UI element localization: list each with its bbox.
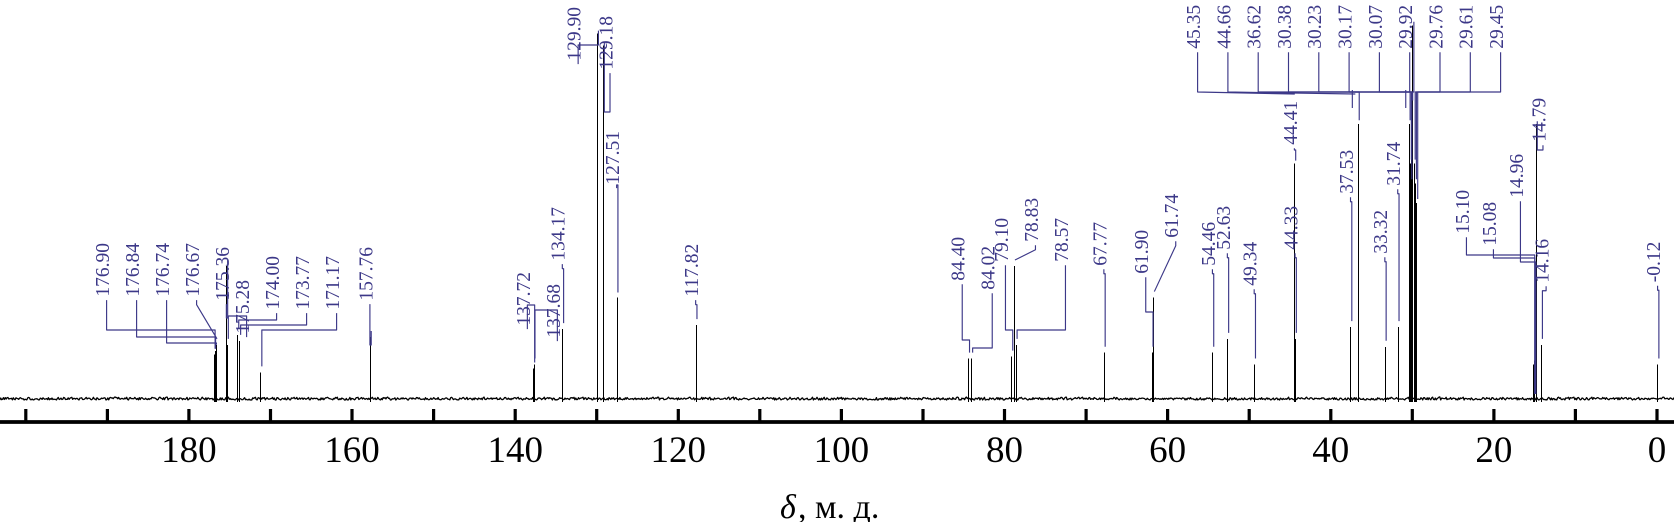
svg-text:30.17: 30.17 (1336, 5, 1357, 49)
svg-text:36.62: 36.62 (1245, 5, 1266, 49)
svg-text:44.41: 44.41 (1281, 101, 1302, 145)
svg-text:49.34: 49.34 (1241, 242, 1262, 286)
svg-text:175.36: 175.36 (213, 247, 234, 301)
svg-text:0: 0 (1648, 430, 1667, 471)
svg-text:117.82: 117.82 (682, 244, 703, 297)
svg-text:129.90: 129.90 (565, 7, 586, 61)
svg-text:67.77: 67.77 (1090, 222, 1111, 266)
svg-text:127.51: 127.51 (603, 131, 624, 185)
svg-text:134.17: 134.17 (549, 207, 570, 261)
svg-text:61.74: 61.74 (1162, 194, 1183, 238)
svg-text:78.57: 78.57 (1052, 218, 1073, 262)
svg-text:80: 80 (986, 430, 1023, 471)
svg-text:45.35: 45.35 (1184, 5, 1205, 49)
svg-text:140: 140 (487, 430, 543, 471)
svg-text:175.28: 175.28 (233, 280, 254, 334)
svg-text:157.76: 157.76 (356, 247, 377, 301)
svg-text:60: 60 (1149, 430, 1186, 471)
svg-text:79.10: 79.10 (992, 218, 1013, 262)
svg-text:33.32: 33.32 (1371, 210, 1392, 254)
svg-text:137.68: 137.68 (544, 284, 565, 338)
svg-text:120: 120 (651, 430, 707, 471)
svg-text:15.10: 15.10 (1453, 190, 1474, 234)
svg-text:129.18: 129.18 (596, 16, 617, 70)
svg-text:176.74: 176.74 (153, 243, 174, 297)
svg-text:29.61: 29.61 (1457, 5, 1478, 49)
svg-text:78.83: 78.83 (1022, 198, 1043, 242)
svg-text:44.33: 44.33 (1281, 206, 1302, 250)
svg-text:52.63: 52.63 (1214, 206, 1235, 250)
svg-text:40: 40 (1312, 430, 1349, 471)
svg-text:29.45: 29.45 (1487, 5, 1508, 49)
svg-text:171.17: 171.17 (323, 256, 344, 310)
svg-text:30.23: 30.23 (1305, 5, 1326, 49)
svg-text:δ: δ (780, 489, 797, 522)
svg-text:160: 160 (324, 430, 380, 471)
svg-text:173.77: 173.77 (293, 256, 314, 310)
svg-text:14.79: 14.79 (1529, 98, 1550, 142)
svg-text:20: 20 (1475, 430, 1512, 471)
svg-text:176.84: 176.84 (123, 243, 144, 297)
svg-text:137.72: 137.72 (514, 272, 535, 326)
svg-text:-0.12: -0.12 (1644, 242, 1665, 283)
svg-text:37.53: 37.53 (1337, 150, 1358, 194)
svg-text:30.38: 30.38 (1275, 5, 1296, 49)
svg-text:176.67: 176.67 (183, 243, 204, 297)
svg-text:174.00: 174.00 (263, 256, 284, 310)
svg-text:15.08: 15.08 (1480, 202, 1501, 246)
svg-text:31.74: 31.74 (1384, 142, 1405, 186)
svg-text:180: 180 (161, 430, 217, 471)
svg-text:84.40: 84.40 (949, 237, 970, 281)
svg-text:29.76: 29.76 (1426, 5, 1447, 49)
svg-text:30.07: 30.07 (1366, 5, 1387, 49)
svg-text:14.16: 14.16 (1533, 239, 1554, 283)
svg-text:176.90: 176.90 (93, 243, 114, 297)
svg-text:100: 100 (814, 430, 870, 471)
svg-text:44.66: 44.66 (1214, 5, 1235, 49)
svg-text:61.90: 61.90 (1132, 230, 1153, 274)
svg-text:14.96: 14.96 (1507, 154, 1528, 198)
svg-text:, м. д.: , м. д. (798, 489, 879, 522)
